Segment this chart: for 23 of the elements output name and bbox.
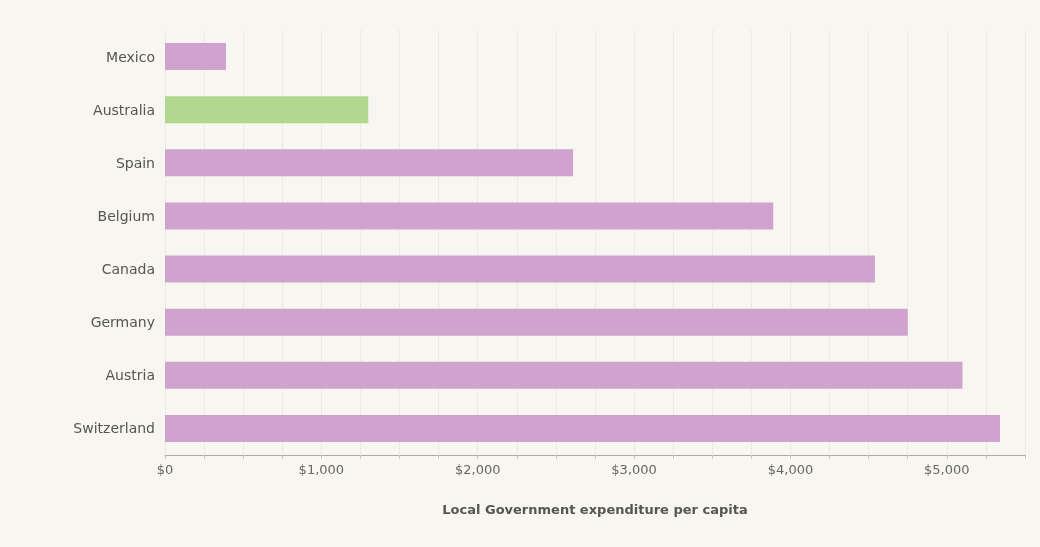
y-tick-label: Spain bbox=[115, 154, 155, 171]
x-axis-title: Local Government expenditure per capita bbox=[442, 502, 748, 517]
x-tick-label: $0 bbox=[156, 462, 174, 477]
x-tick-label: $2,000 bbox=[454, 462, 501, 477]
y-tick-label: Australia bbox=[93, 101, 155, 118]
y-tick-label: Germany bbox=[90, 314, 155, 331]
x-tick-label: $4,000 bbox=[767, 462, 814, 477]
x-tick-label: $1,000 bbox=[298, 462, 345, 477]
x-tick-label: $5,000 bbox=[924, 462, 970, 477]
y-tick-label: Austria bbox=[105, 367, 155, 384]
bar bbox=[165, 361, 963, 389]
bar bbox=[165, 43, 226, 71]
bar bbox=[165, 149, 574, 177]
bar bbox=[165, 308, 908, 336]
bar bbox=[165, 202, 774, 230]
x-tick-label: $3,000 bbox=[611, 462, 657, 477]
y-tick-label: Belgium bbox=[97, 207, 155, 224]
bar bbox=[165, 96, 369, 124]
y-tick-label: Switzerland bbox=[73, 420, 155, 437]
y-tick-label: Canada bbox=[101, 261, 155, 278]
bar bbox=[165, 414, 1000, 442]
y-tick-label: Mexico bbox=[106, 48, 155, 65]
bar bbox=[165, 255, 875, 283]
